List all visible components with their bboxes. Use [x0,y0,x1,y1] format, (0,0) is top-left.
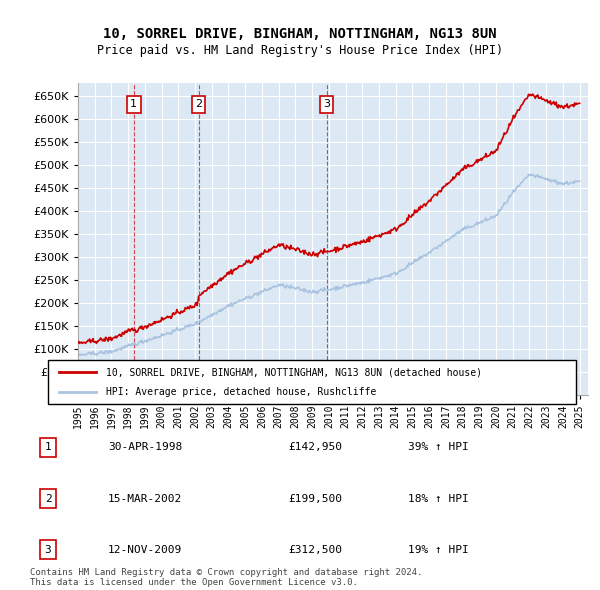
Text: This data is licensed under the Open Government Licence v3.0.: This data is licensed under the Open Gov… [30,578,358,587]
Text: Contains HM Land Registry data © Crown copyright and database right 2024.: Contains HM Land Registry data © Crown c… [30,568,422,577]
Text: 1: 1 [130,100,137,110]
Text: £199,500: £199,500 [288,494,342,503]
Text: Price paid vs. HM Land Registry's House Price Index (HPI): Price paid vs. HM Land Registry's House … [97,44,503,57]
Text: £142,950: £142,950 [288,442,342,453]
Text: 2: 2 [195,100,202,110]
Text: 39% ↑ HPI: 39% ↑ HPI [408,442,469,453]
FancyBboxPatch shape [48,360,576,404]
Text: 1: 1 [44,442,52,453]
Text: 3: 3 [323,100,330,110]
Text: 18% ↑ HPI: 18% ↑ HPI [408,494,469,503]
Text: 19% ↑ HPI: 19% ↑ HPI [408,545,469,555]
Text: 15-MAR-2002: 15-MAR-2002 [108,494,182,503]
Text: 30-APR-1998: 30-APR-1998 [108,442,182,453]
Text: 10, SORREL DRIVE, BINGHAM, NOTTINGHAM, NG13 8UN: 10, SORREL DRIVE, BINGHAM, NOTTINGHAM, N… [103,27,497,41]
Text: 2: 2 [44,494,52,503]
Text: £312,500: £312,500 [288,545,342,555]
Text: 3: 3 [44,545,52,555]
Text: HPI: Average price, detached house, Rushcliffe: HPI: Average price, detached house, Rush… [106,387,376,396]
Text: 10, SORREL DRIVE, BINGHAM, NOTTINGHAM, NG13 8UN (detached house): 10, SORREL DRIVE, BINGHAM, NOTTINGHAM, N… [106,368,482,377]
Text: 12-NOV-2009: 12-NOV-2009 [108,545,182,555]
